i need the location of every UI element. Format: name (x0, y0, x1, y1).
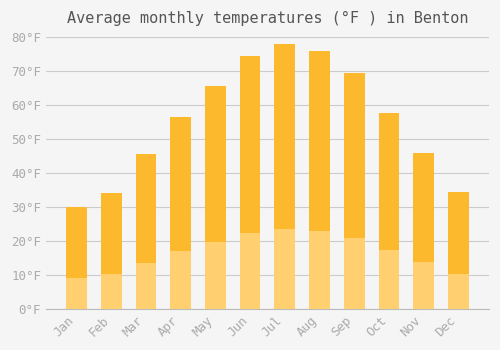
Bar (240, 233, 260, 309)
Bar (378, 113, 400, 309)
Bar (136, 154, 156, 309)
Bar (66, 278, 87, 309)
Bar (101, 274, 121, 309)
Bar (344, 238, 364, 309)
Bar (274, 44, 295, 309)
Bar (344, 73, 364, 309)
Bar (205, 242, 226, 309)
Bar (101, 193, 121, 309)
Title: Average monthly temperatures (°F ) in Benton: Average monthly temperatures (°F ) in Be… (66, 11, 468, 26)
Bar (309, 51, 330, 309)
Bar (240, 56, 260, 309)
Bar (205, 86, 226, 309)
Bar (413, 153, 434, 309)
Bar (170, 251, 191, 309)
Bar (378, 250, 400, 309)
Bar (448, 274, 469, 309)
Bar (309, 231, 330, 309)
Bar (170, 117, 191, 309)
Bar (413, 262, 434, 309)
Bar (274, 229, 295, 309)
Bar (136, 262, 156, 309)
Bar (448, 192, 469, 309)
Bar (66, 207, 87, 309)
